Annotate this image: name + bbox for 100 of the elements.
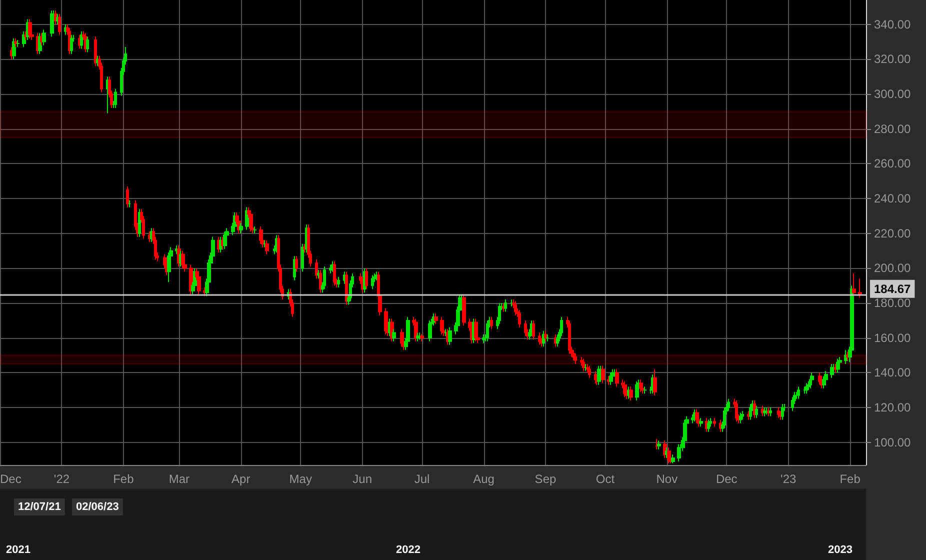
candlestick — [70, 34, 73, 54]
candlestick — [601, 365, 605, 384]
candlestick — [623, 380, 627, 398]
candlestick — [319, 269, 322, 294]
candlestick — [384, 308, 388, 335]
candlestick — [331, 260, 334, 272]
candlestick — [765, 407, 768, 415]
x-tick-label: Sep — [534, 472, 556, 486]
candlestick — [615, 368, 619, 388]
candlestick — [94, 36, 97, 67]
candlestick — [490, 316, 493, 330]
candlestick — [546, 334, 549, 342]
candlestick — [538, 332, 541, 346]
candlestick — [719, 419, 722, 432]
candlestick — [635, 380, 639, 402]
candlestick — [263, 240, 267, 248]
y-tick-label: 100.00 — [874, 435, 912, 450]
candlestick — [747, 410, 750, 420]
candlestick — [568, 320, 571, 354]
x-tick-label: '22 — [54, 472, 70, 486]
candlestick — [333, 260, 336, 286]
candlestick — [699, 417, 703, 428]
candlestick — [777, 407, 780, 418]
candlestick — [655, 438, 659, 450]
candlestick — [259, 226, 263, 244]
candlestick — [524, 320, 527, 337]
candlestick — [12, 38, 16, 60]
candlestick — [293, 256, 296, 281]
candlestick — [416, 332, 420, 342]
candlestick — [474, 318, 478, 342]
x-tick-label: Oct — [596, 472, 616, 486]
x-tick-label: Jul — [414, 472, 430, 486]
candlestick — [707, 419, 710, 432]
x-tick-label: Jun — [352, 472, 372, 486]
candlestick — [671, 454, 675, 464]
candlestick — [80, 30, 83, 50]
candlestick — [418, 332, 422, 340]
candlestick — [781, 404, 784, 420]
x-tick-label: Dec — [716, 472, 738, 486]
candlestick — [114, 88, 117, 108]
candlestick — [727, 398, 730, 412]
candlestick — [138, 208, 141, 238]
candlestick — [317, 269, 320, 280]
candlestick — [301, 243, 304, 272]
candlestick — [769, 407, 772, 417]
candlestick — [629, 386, 633, 402]
candlestick — [323, 266, 326, 290]
x-tick-label: Nov — [656, 472, 678, 486]
candlestick — [510, 299, 513, 308]
candlestick — [392, 328, 396, 342]
candlestick — [713, 417, 716, 428]
candlestick — [753, 400, 756, 418]
candlestick — [181, 250, 185, 269]
candlestick — [695, 408, 699, 424]
candlestick — [836, 358, 840, 374]
candlestick — [448, 326, 452, 346]
candlestick — [852, 272, 856, 297]
candlestick — [749, 404, 752, 420]
text: 2022 — [396, 544, 420, 556]
candlestick — [761, 405, 764, 417]
text: 2023 — [828, 544, 852, 556]
candlestick — [428, 320, 432, 342]
candlestick — [741, 410, 744, 420]
candlestick — [739, 412, 742, 424]
candlestick — [56, 13, 59, 25]
candlestick — [518, 310, 521, 328]
candlestick — [420, 334, 424, 342]
candlestick — [597, 365, 601, 386]
candlestick — [126, 186, 129, 208]
y-tick-label: 160.00 — [874, 330, 912, 345]
y-tick-label: 120.00 — [874, 400, 912, 415]
candlestick — [755, 405, 758, 418]
x-tick-label: Feb — [840, 472, 861, 486]
candlestick — [371, 274, 374, 290]
y-tick-label: 320.00 — [874, 52, 912, 66]
candlestick — [64, 24, 67, 36]
candlestick — [504, 299, 507, 312]
text: 02/06/23 — [76, 501, 119, 513]
candlestick — [818, 372, 822, 386]
candlestick — [582, 358, 585, 372]
candlestick — [588, 365, 591, 378]
candlestick — [337, 276, 340, 288]
y-tick-label: 260.00 — [874, 156, 912, 171]
y-tick-label: 300.00 — [874, 87, 912, 102]
candlestick — [365, 268, 368, 290]
candlestick — [830, 363, 834, 378]
x-tick-label: Feb — [113, 472, 134, 486]
candlestick — [128, 200, 131, 208]
candlestick — [858, 278, 862, 298]
candlestick — [16, 40, 20, 48]
text: 12/07/21 — [18, 501, 61, 513]
candlestick — [223, 231, 227, 250]
candlestick — [502, 302, 505, 312]
candlestick — [28, 18, 32, 39]
candlestick — [303, 243, 306, 254]
candlestick — [345, 271, 348, 306]
candlestick — [239, 222, 243, 234]
candlestick — [574, 353, 577, 364]
candlestick — [572, 350, 575, 362]
x-tick-label: '23 — [780, 472, 797, 486]
